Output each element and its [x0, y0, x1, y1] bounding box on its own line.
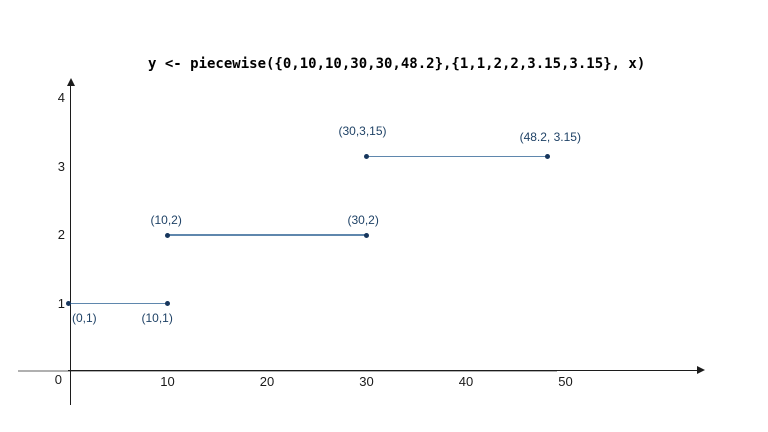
data-point — [65, 301, 71, 306]
segment-line — [167, 234, 367, 236]
x-tick-label: 50 — [558, 374, 573, 389]
y-axis-line — [70, 81, 72, 405]
segment-line — [68, 302, 168, 305]
x-tick-label: 10 — [160, 374, 175, 389]
y-tick-label: 2 — [57, 227, 65, 242]
x-tick-label: 40 — [458, 374, 474, 389]
x-tick-label: 20 — [259, 374, 275, 389]
x-tick-label: 30 — [359, 374, 374, 389]
data-point — [165, 301, 170, 306]
y-tick-label: 3 — [57, 158, 65, 174]
data-point — [364, 153, 369, 159]
point-label: (0,1) — [72, 310, 97, 325]
point-label: (10,2) — [150, 213, 182, 227]
data-point — [364, 232, 369, 238]
point-label: (48.2, 3.15) — [519, 130, 581, 145]
point-label: (30,3,15) — [338, 124, 387, 139]
x-axis-line — [68, 369, 698, 372]
y-axis-arrow-icon — [66, 78, 75, 86]
point-label: (30,2) — [347, 213, 379, 227]
y-tick-label: 4 — [57, 90, 65, 105]
data-point — [545, 153, 551, 159]
segment-line — [366, 155, 548, 157]
x-axis-arrow-icon — [697, 366, 705, 374]
plot-title: y <- piecewise({0,10,10,30,30,48.2},{1,1… — [148, 56, 646, 72]
data-point — [165, 232, 170, 238]
origin-label: 0 — [54, 372, 62, 387]
point-label: (10,1) — [141, 310, 173, 325]
y-tick-label: 1 — [57, 295, 65, 311]
